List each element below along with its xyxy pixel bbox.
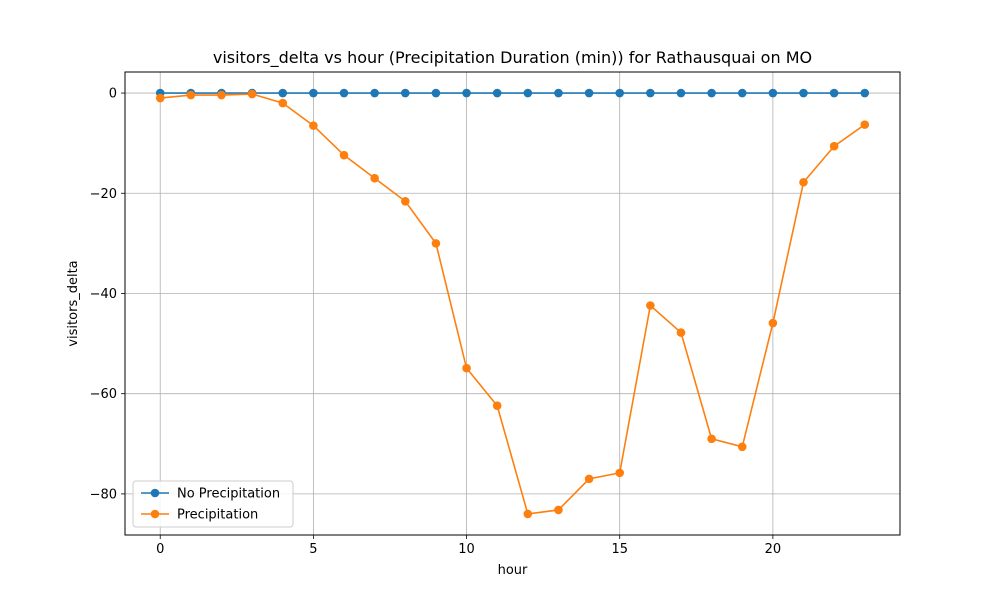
data-point-precipitation: [400, 196, 410, 206]
series-layer: [155, 88, 870, 519]
data-point-no-precipitation: [799, 88, 808, 98]
data-point-precipitation: [462, 363, 471, 373]
legend-box: [132, 480, 294, 528]
x-tick-label: 0: [156, 542, 164, 557]
data-point-no-precipitation: [584, 88, 594, 98]
data-point-no-precipitation: [431, 88, 441, 98]
legend-label-no-precipitation: No Precipitation: [177, 487, 280, 502]
legend-label-precipitation: Precipitation: [177, 508, 258, 523]
data-point-precipitation: [431, 239, 441, 248]
data-point-no-precipitation: [860, 88, 870, 98]
data-point-no-precipitation: [523, 88, 533, 98]
data-point-no-precipitation: [768, 88, 778, 98]
series-line-precipitation: [160, 93, 866, 515]
data-point-precipitation: [584, 474, 594, 484]
legend: No Precipitation Precipitation: [132, 480, 294, 528]
data-point-precipitation: [554, 505, 563, 515]
x-axis-label: hour: [498, 563, 528, 578]
x-tick-label: 15: [611, 542, 628, 557]
data-point-no-precipitation: [615, 88, 625, 98]
data-point-precipitation: [615, 468, 625, 478]
data-point-precipitation: [278, 98, 288, 108]
data-point-precipitation: [492, 401, 502, 411]
data-point-no-precipitation: [278, 88, 288, 98]
data-point-precipitation: [860, 120, 870, 129]
data-point-precipitation: [676, 328, 686, 337]
data-point-precipitation: [370, 173, 379, 183]
x-tick-label: 10: [458, 542, 475, 557]
data-point-precipitation: [799, 177, 808, 187]
data-point-no-precipitation: [462, 88, 471, 98]
y-tick-label: 0: [109, 87, 117, 102]
data-point-precipitation: [186, 90, 196, 100]
data-point-precipitation: [768, 318, 778, 328]
data-point-precipitation: [339, 150, 349, 160]
data-point-precipitation: [155, 93, 165, 103]
chart-title: visitors_delta vs hour (Precipitation Du…: [213, 48, 812, 68]
data-point-no-precipitation: [554, 88, 563, 98]
y-axis-label: visitors_delta: [66, 260, 81, 346]
data-point-no-precipitation: [646, 88, 655, 98]
data-point-no-precipitation: [829, 88, 839, 98]
y-tick-label: −80: [90, 487, 117, 502]
data-point-precipitation: [829, 141, 839, 151]
data-point-precipitation: [646, 301, 655, 310]
ticks: 0 5 10 15 20 0 −20 −40 −60 −80: [90, 87, 782, 557]
legend-marker-no-precipitation: [150, 488, 160, 498]
y-tick-label: −20: [90, 187, 117, 202]
data-point-no-precipitation: [339, 88, 349, 98]
x-tick-label: 5: [309, 542, 317, 557]
data-point-precipitation: [707, 434, 716, 444]
data-point-precipitation: [737, 442, 747, 452]
data-point-no-precipitation: [707, 88, 716, 98]
y-tick-label: −60: [90, 387, 117, 402]
data-point-no-precipitation: [492, 88, 502, 98]
plot-frame: [124, 71, 901, 536]
data-point-no-precipitation: [737, 88, 747, 98]
data-point-precipitation: [523, 509, 533, 519]
data-point-precipitation: [247, 89, 257, 99]
data-point-no-precipitation: [400, 88, 410, 98]
data-point-precipitation: [309, 121, 318, 130]
data-point-no-precipitation: [309, 88, 318, 98]
data-point-no-precipitation: [370, 88, 379, 98]
data-point-no-precipitation: [676, 88, 686, 98]
legend-marker-precipitation: [150, 509, 160, 519]
y-tick-label: −40: [90, 287, 117, 302]
x-tick-label: 20: [765, 542, 782, 557]
data-point-precipitation: [217, 90, 226, 100]
